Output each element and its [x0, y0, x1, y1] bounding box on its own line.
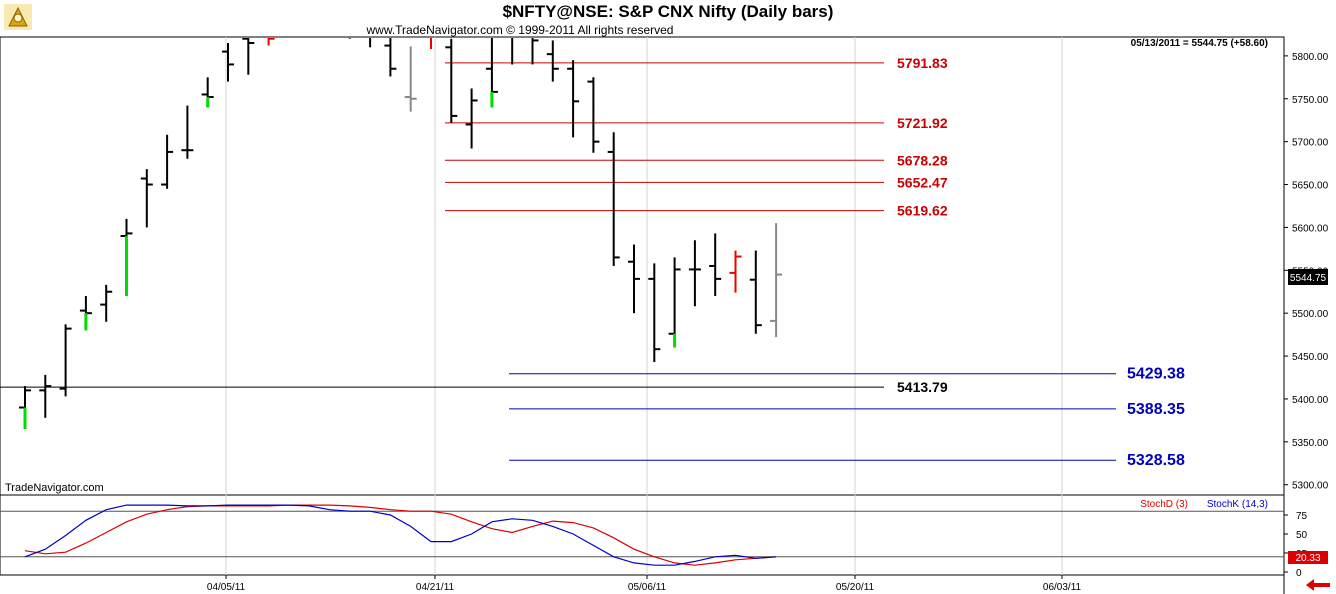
- watermark-text: TradeNavigator.com: [5, 482, 104, 494]
- chart-title: $NFTY@NSE: S&P CNX Nifty (Daily bars): [503, 2, 834, 21]
- logo-icon: [4, 4, 32, 30]
- ohlc-bar: [567, 60, 580, 138]
- price-level-label: 5791.83: [897, 55, 948, 71]
- price-tick-label: 5750.00: [1292, 95, 1329, 106]
- stoch-tick-label: 0: [1296, 568, 1302, 579]
- ohlc-bar: [688, 240, 701, 307]
- ohlc-bar: [668, 257, 681, 348]
- ohlc-bar: [348, 38, 351, 39]
- price-level-label: 5652.47: [897, 174, 948, 190]
- date-tick-label: 05/20/11: [836, 582, 875, 593]
- ohlc-bar: [19, 386, 31, 429]
- ohlc-bar: [628, 244, 640, 314]
- ohlc-bar: [267, 38, 275, 46]
- ohlc-bar: [222, 43, 234, 82]
- date-tick-label: 04/05/11: [207, 582, 246, 593]
- svg-text:20.33: 20.33: [1295, 553, 1320, 564]
- date-axis: 04/05/11 04/21/11 05/06/11 05/20/11 06/03/11: [207, 575, 1082, 593]
- price-tick-label: 5650.00: [1292, 181, 1329, 192]
- price-level-label: 5328.58: [1127, 452, 1185, 469]
- ohlc-bar: [161, 134, 174, 189]
- price-levels: 5791.83 5721.92 5678.28 5652.47 5619.62 5413.…: [0, 55, 1185, 469]
- stoch-panel: 0255075StochD (3)StochK (14,3): [0, 499, 1308, 579]
- date-tick-label: 04/21/11: [416, 582, 455, 593]
- ohlc-bar: [587, 77, 600, 153]
- ohlc-bar: [430, 38, 432, 50]
- ohlc-bar: [749, 250, 762, 334]
- ohlc-bar: [181, 105, 194, 159]
- ohlc-bar: [140, 169, 153, 228]
- date-gridlines: [225, 37, 1063, 575]
- ohlc-bar: [324, 0, 336, 22]
- ohlc-bar: [648, 263, 661, 363]
- ohlc-bar: [729, 250, 742, 293]
- ohlc-bar: [242, 38, 255, 75]
- last-price-tag: 5544.75: [1288, 269, 1328, 285]
- price-tick-label: 5500.00: [1292, 309, 1329, 320]
- ohlc-bar: [39, 374, 52, 418]
- ohlc-bar: [485, 38, 498, 108]
- ohlc-bar: [770, 223, 783, 338]
- price-tick-label: 5700.00: [1292, 138, 1329, 149]
- copyright-text: www.TradeNavigator.com © 1999-2011 All r…: [366, 23, 674, 37]
- ohlc-bar: [303, 0, 315, 15]
- price-tick-label: 5450.00: [1292, 352, 1329, 363]
- ohlc-bar: [511, 38, 514, 65]
- svg-text:5544.75: 5544.75: [1290, 273, 1327, 284]
- price-level-label: 5721.92: [897, 115, 948, 131]
- price-level-label: 5429.38: [1127, 366, 1185, 383]
- legend-stoch-k: StochK (14,3): [1207, 499, 1268, 510]
- legend-stoch-d: StochD (3): [1140, 499, 1188, 510]
- ohlc-bar: [100, 284, 113, 322]
- price-level-label: 5619.62: [897, 203, 948, 219]
- ohlc-bar: [546, 40, 559, 82]
- ohlc-bar: [709, 233, 722, 297]
- price-tick-label: 5800.00: [1292, 52, 1329, 63]
- ohlc-bar: [384, 38, 397, 77]
- status-readout: 05/13/2011 = 5544.75 (+58.60): [1131, 38, 1268, 49]
- stoch-value-tag: 20.33: [1288, 551, 1328, 564]
- date-tick-label: 06/03/11: [1043, 582, 1082, 593]
- ohlc-bar: [120, 218, 133, 297]
- ohlc-bar: [465, 88, 478, 149]
- ohlc-bar: [283, 0, 295, 26]
- ohlc-bar: [79, 296, 92, 331]
- stoch-series-line: [24, 504, 777, 566]
- ohlc-bar: [531, 38, 539, 65]
- stoch-tick-label: 50: [1296, 530, 1308, 541]
- price-tick-label: 5600.00: [1292, 223, 1329, 234]
- ohlc-bar: [201, 77, 214, 108]
- ohlc-bar: [404, 46, 417, 112]
- price-panel-frame: [0, 36, 1285, 496]
- date-tick-label: 05/06/11: [628, 582, 667, 593]
- ohlc-bar: [59, 324, 72, 397]
- price-level-label: 5413.79: [897, 379, 948, 395]
- price-tick-label: 5300.00: [1292, 481, 1329, 492]
- ohlc-bar: [445, 38, 458, 123]
- price-tick-label: 5400.00: [1292, 395, 1329, 406]
- price-tick-label: 5350.00: [1292, 438, 1329, 449]
- price-level-label: 5678.28: [897, 152, 948, 168]
- price-bars: [19, 0, 783, 429]
- ohlc-bar: [607, 132, 620, 266]
- scroll-arrow-icon[interactable]: [1298, 577, 1332, 592]
- price-level-label: 5388.35: [1127, 401, 1185, 418]
- stoch-tick-label: 75: [1296, 511, 1308, 522]
- stoch-series-line: [24, 504, 777, 566]
